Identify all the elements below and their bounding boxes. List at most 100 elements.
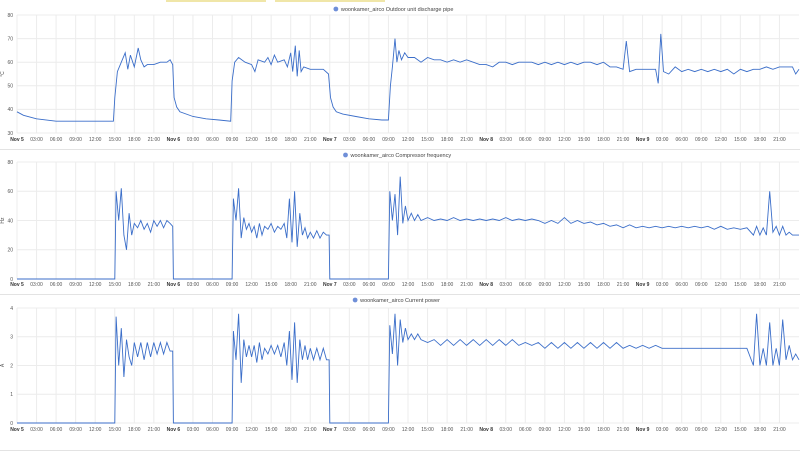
x-tick-label: 18:00	[441, 427, 454, 433]
x-tick-label: 12:00	[715, 137, 728, 143]
legend-marker[interactable]	[343, 152, 348, 158]
x-tick-label: Nov 9	[636, 427, 650, 433]
y-axis-unit: °C	[0, 71, 6, 77]
x-tick-label: 18:00	[284, 282, 297, 288]
x-tick-label: 09:00	[695, 282, 708, 288]
y-tick-label: 40	[7, 107, 13, 113]
x-tick-label: 15:00	[421, 427, 434, 433]
x-tick-label: 21:00	[460, 137, 473, 143]
x-tick-label: 03:00	[343, 137, 356, 143]
y-tick-label: 70	[7, 36, 13, 42]
x-tick-label: 06:00	[363, 427, 376, 433]
x-tick-label: 21:00	[304, 427, 317, 433]
x-tick-label: 15:00	[578, 282, 591, 288]
y-tick-label: 1	[10, 392, 13, 398]
x-tick-label: 18:00	[597, 282, 610, 288]
x-tick-label: 21:00	[148, 282, 161, 288]
y-tick-label: 2	[10, 363, 13, 369]
x-tick-label: 12:00	[89, 282, 102, 288]
x-tick-label: 09:00	[695, 427, 708, 433]
chart-discharge-pipe: woonkamer_airco Outdoor unit discharge p…	[0, 6, 800, 150]
x-tick-label: 18:00	[128, 427, 141, 433]
x-tick-label: 09:00	[382, 427, 395, 433]
x-tick-label: 09:00	[69, 137, 82, 143]
x-tick-label: 18:00	[754, 282, 767, 288]
y-tick-label: 40	[7, 218, 13, 224]
x-tick-label: 03:00	[30, 427, 43, 433]
x-tick-label: 21:00	[773, 282, 786, 288]
x-tick-label: 21:00	[460, 427, 473, 433]
x-tick-label: 06:00	[50, 427, 63, 433]
x-tick-label: 12:00	[402, 427, 415, 433]
x-tick-label: 03:00	[187, 282, 200, 288]
x-tick-label: 15:00	[265, 137, 278, 143]
y-tick-label: 3	[10, 335, 13, 341]
x-tick-label: 06:00	[675, 137, 688, 143]
x-tick-label: Nov 6	[167, 427, 181, 433]
y-tick-label: 4	[10, 306, 13, 312]
x-tick-label: 06:00	[519, 282, 532, 288]
x-tick-label: Nov 8	[479, 137, 493, 143]
x-tick-label: 06:00	[519, 427, 532, 433]
x-tick-label: 09:00	[226, 282, 239, 288]
x-tick-label: 06:00	[675, 427, 688, 433]
x-tick-label: 18:00	[128, 282, 141, 288]
x-tick-label: 06:00	[363, 282, 376, 288]
x-tick-label: 21:00	[617, 282, 630, 288]
x-tick-label: 03:00	[656, 137, 669, 143]
x-tick-label: 12:00	[89, 427, 102, 433]
x-tick-label: 09:00	[539, 137, 552, 143]
x-tick-label: 06:00	[206, 137, 219, 143]
x-tick-label: 06:00	[206, 282, 219, 288]
panel-compressor-frequency: woonkamer_airco Compressor frequency 0 20 4…	[0, 150, 800, 295]
y-tick-label: 20	[7, 248, 13, 254]
x-tick-label: 21:00	[460, 282, 473, 288]
panel-discharge-pipe: woonkamer_airco Outdoor unit discharge p…	[0, 3, 800, 150]
x-tick-label: 15:00	[108, 137, 121, 143]
x-tick-label: 21:00	[617, 427, 630, 433]
y-tick-label: 0	[10, 421, 13, 427]
x-tick-label: Nov 8	[479, 427, 493, 433]
x-tick-label: 12:00	[558, 282, 571, 288]
legend-label[interactable]: woonkamer_airco Current power	[359, 298, 440, 304]
series-line[interactable]	[17, 313, 800, 424]
x-tick-label: 03:00	[30, 137, 43, 143]
x-tick-label: 03:00	[656, 282, 669, 288]
x-tick-label: 15:00	[734, 427, 747, 433]
legend-label[interactable]: woonkamer_airco Outdoor unit discharge p…	[340, 7, 454, 13]
x-tick-label: 03:00	[343, 427, 356, 433]
y-axis-unit: A	[0, 363, 6, 367]
x-tick-label: 21:00	[304, 282, 317, 288]
x-tick-label: 09:00	[226, 137, 239, 143]
y-tick-label: 60	[7, 189, 13, 195]
x-tick-label: Nov 5	[10, 282, 24, 288]
x-tick-label: 12:00	[715, 282, 728, 288]
x-tick-label: 09:00	[539, 427, 552, 433]
x-tick-label: 18:00	[441, 137, 454, 143]
x-tick-label: 15:00	[265, 427, 278, 433]
x-tick-label: 12:00	[558, 427, 571, 433]
header-accent-bar-right	[275, 0, 385, 2]
header-accent-bar-left	[166, 0, 266, 2]
series-line[interactable]	[16, 33, 800, 122]
x-tick-label: 06:00	[50, 137, 63, 143]
x-tick-label: 06:00	[363, 137, 376, 143]
y-tick-label: 60	[7, 60, 13, 66]
legend-label[interactable]: woonkamer_airco Compressor frequency	[350, 153, 452, 159]
x-tick-label: 12:00	[89, 137, 102, 143]
x-tick-label: 15:00	[734, 282, 747, 288]
legend-marker[interactable]	[333, 6, 339, 12]
series-line[interactable]	[17, 176, 799, 280]
x-tick-label: 21:00	[148, 137, 161, 143]
x-tick-label: Nov 6	[167, 282, 181, 288]
x-tick-label: 09:00	[69, 427, 82, 433]
x-tick-label: 15:00	[421, 137, 434, 143]
chart-current-power: woonkamer_airco Current power 0 1 2 3 4 A Nov 5…	[0, 297, 800, 451]
x-tick-label: 03:00	[187, 137, 200, 143]
legend-marker[interactable]	[352, 297, 358, 303]
x-tick-label: 06:00	[50, 282, 63, 288]
panel-current-power: woonkamer_airco Current power 0 1 2 3 4 A Nov 5…	[0, 295, 800, 451]
x-tick-label: 21:00	[773, 137, 786, 143]
y-tick-label: 80	[7, 13, 13, 19]
x-tick-label: 21:00	[617, 137, 630, 143]
